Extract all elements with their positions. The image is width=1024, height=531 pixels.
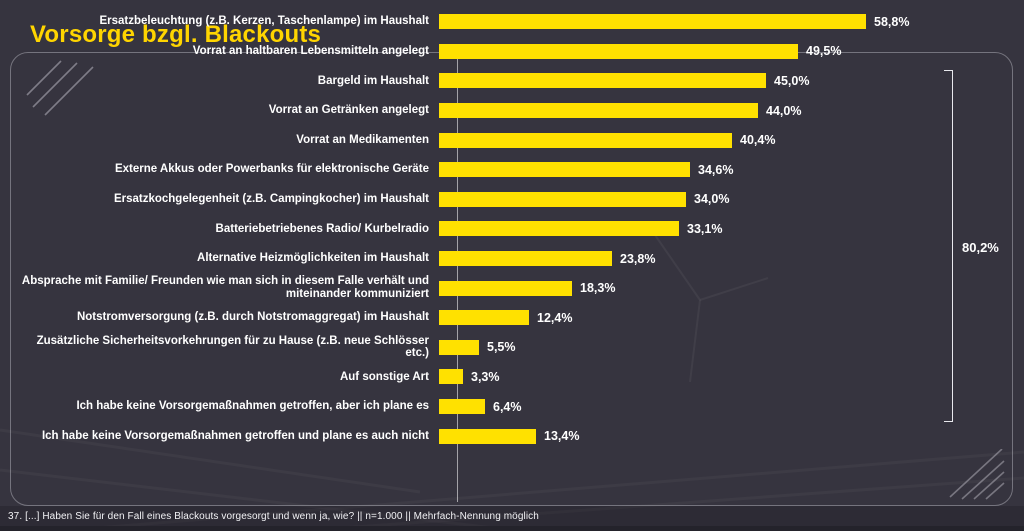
bar-track: 33,1% — [439, 214, 1008, 244]
chart-row: Ersatzbeleuchtung (z.B. Kerzen, Taschenl… — [20, 7, 1008, 37]
bar — [439, 103, 758, 119]
total-bracket — [944, 70, 953, 422]
value-label: 49,5% — [806, 44, 842, 59]
bar-track: 12,4% — [439, 303, 1008, 333]
bar — [439, 191, 686, 207]
bar — [439, 43, 798, 59]
value-label: 13,4% — [544, 429, 580, 444]
chart-row: Ich habe keine Vorsorgemaßnahmen getroff… — [20, 421, 1008, 451]
bar-track: 58,8% — [439, 7, 1008, 37]
bar — [439, 310, 529, 326]
bar — [439, 399, 485, 415]
category-label: Notstromversorgung (z.B. durch Notstroma… — [76, 311, 429, 324]
bar — [439, 73, 766, 89]
bar — [439, 14, 866, 30]
value-label: 12,4% — [537, 310, 573, 325]
chart-row: Vorrat an haltbaren Lebensmitteln angele… — [20, 37, 1008, 67]
value-label: 18,3% — [580, 281, 616, 296]
value-label: 23,8% — [620, 251, 656, 266]
bar — [439, 132, 732, 148]
page-title: Vorsorge bzgl. Blackouts — [30, 21, 322, 49]
chart-row: Notstromversorgung (z.B. durch Notstroma… — [20, 303, 1008, 333]
category-label: Batteriebetriebenes Radio/ Kurbelradio — [215, 222, 429, 235]
footer-band: 37. [...] Haben Sie für den Fall eines B… — [0, 506, 1024, 531]
chart-row: Batteriebetriebenes Radio/ Kurbelradio 33… — [20, 214, 1008, 244]
value-label: 3,3% — [471, 369, 500, 384]
chart-row: Absprache mit Familie/ Freunden wie man … — [20, 273, 1008, 303]
value-label: 34,6% — [698, 162, 734, 177]
bar-track: 5,5% — [439, 333, 1008, 363]
category-label: Ersatzkochgelegenheit (z.B. Campingkoche… — [113, 192, 429, 205]
value-label: 33,1% — [687, 221, 723, 236]
category-label: Vorrat an haltbaren Lebensmitteln angele… — [192, 44, 429, 57]
category-label: Externe Akkus oder Powerbanks für elektr… — [114, 163, 429, 176]
bar-track: 44,0% — [439, 96, 1008, 126]
bar-track: 40,4% — [439, 125, 1008, 155]
bar-track: 3,3% — [439, 362, 1008, 392]
category-label: Zusätzliche Sicherheitsvorkehrungen für … — [36, 334, 429, 360]
chart-row: Ich habe keine Vorsorgemaßnahmen getroff… — [20, 392, 1008, 422]
total-bracket-label: 80,2% — [962, 240, 999, 255]
bar — [439, 162, 690, 178]
category-label: Ich habe keine Vorsorgemaßnahmen getroff… — [76, 400, 429, 413]
bar-chart: Ersatzbeleuchtung (z.B. Kerzen, Taschenl… — [20, 7, 1008, 451]
value-label: 40,4% — [740, 133, 776, 148]
chart-row: Bargeld im Haushalt 45,0% — [20, 66, 1008, 96]
chart-row: Ersatzkochgelegenheit (z.B. Campingkoche… — [20, 185, 1008, 215]
bar-track: 6,4% — [439, 392, 1008, 422]
value-label: 45,0% — [774, 73, 810, 88]
category-label: Alternative Heizmöglichkeiten im Haushal… — [197, 252, 429, 265]
chart-row: Auf sonstige Art 3,3% — [20, 362, 1008, 392]
bar-track: 13,4% — [439, 421, 1008, 451]
value-label: 6,4% — [493, 399, 522, 414]
chart-row: Zusätzliche Sicherheitsvorkehrungen für … — [20, 333, 1008, 363]
value-label: 44,0% — [766, 103, 802, 118]
bar-track: 49,5% — [439, 37, 1008, 67]
chart-row: Alternative Heizmöglichkeiten im Haushal… — [20, 244, 1008, 274]
bar-track: 34,6% — [439, 155, 1008, 185]
value-label: 5,5% — [487, 340, 516, 355]
category-label: Ersatzbeleuchtung (z.B. Kerzen, Taschenl… — [99, 15, 429, 28]
bar — [439, 280, 572, 296]
footnote: 37. [...] Haben Sie für den Fall eines B… — [8, 510, 539, 522]
value-label: 34,0% — [694, 192, 730, 207]
category-label: Absprache mit Familie/ Freunden wie man … — [21, 275, 429, 301]
bar-track: 45,0% — [439, 66, 1008, 96]
bar — [439, 339, 479, 355]
chart-row: Vorrat an Getränken angelegt 44,0% — [20, 96, 1008, 126]
chart-row: Vorrat an Medikamenten 40,4% — [20, 125, 1008, 155]
bar-track: 34,0% — [439, 185, 1008, 215]
category-label: Vorrat an Medikamenten — [296, 133, 429, 146]
category-label: Vorrat an Getränken angelegt — [268, 104, 429, 117]
axis-baseline — [457, 59, 458, 502]
category-label: Auf sonstige Art — [339, 370, 429, 383]
bar-track: 18,3% — [439, 273, 1008, 303]
category-label: Bargeld im Haushalt — [317, 74, 429, 87]
bar — [439, 428, 536, 444]
bar — [439, 221, 679, 237]
value-label: 58,8% — [874, 14, 910, 29]
category-label: Ich habe keine Vorsorgemaßnahmen getroff… — [41, 429, 429, 442]
bar-track: 23,8% — [439, 244, 1008, 274]
corner-hatch-bottom-right-icon — [949, 449, 1005, 500]
chart-row: Externe Akkus oder Powerbanks für elektr… — [20, 155, 1008, 185]
bar — [439, 251, 612, 267]
bar — [439, 369, 463, 385]
